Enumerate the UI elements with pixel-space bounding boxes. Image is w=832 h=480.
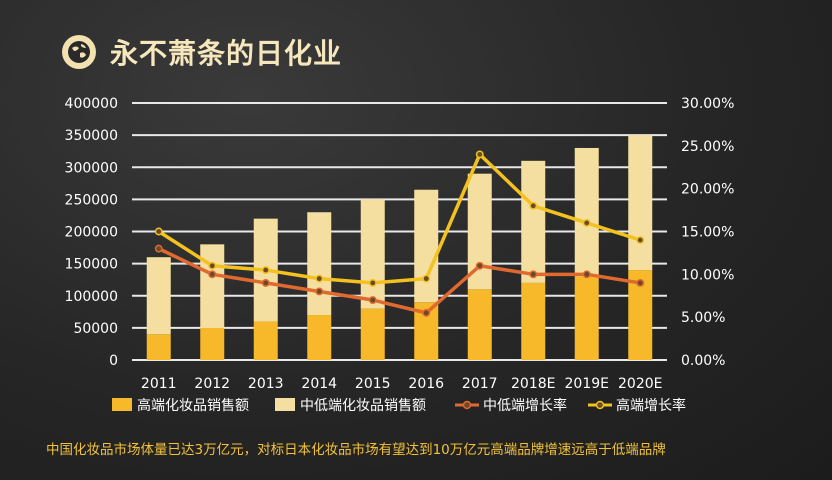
- y-left-tick-label: 200000: [65, 225, 118, 241]
- mid-low-growth-line: [157, 247, 641, 315]
- title-row: 永不萧条的日化业: [62, 28, 342, 76]
- y-right-tick-label: 5.00%: [681, 310, 725, 326]
- high-end-growth-point: [475, 150, 484, 159]
- bar-mid-low-sales: [414, 189, 439, 303]
- x-tick-label: 2014: [301, 376, 337, 392]
- x-tick-label: 2016: [408, 376, 444, 392]
- high-end-growth-point: [422, 274, 431, 283]
- high-end-growth-point: [315, 274, 324, 283]
- y-right-tick-label: 30.00%: [681, 96, 734, 112]
- x-tick-label: 2019E: [565, 376, 609, 392]
- legend-swatch-marker: [595, 400, 605, 410]
- mid-low-growth-point: [422, 308, 431, 317]
- high-end-growth-line: [157, 152, 641, 285]
- y-right-tick-label: 15.00%: [681, 225, 734, 241]
- mid-low-growth-point: [582, 270, 591, 279]
- bar-mid-low-sales: [146, 257, 171, 335]
- mid-low-growth-point: [636, 278, 645, 287]
- y-left-tick-label: 50000: [73, 321, 118, 337]
- legend-label: 高端化妆品销售额: [137, 397, 249, 414]
- page-title: 永不萧条的日化业: [110, 37, 343, 70]
- axis-layer: 400000 350000 300000 250000 200000 150000 1000…: [65, 96, 735, 392]
- lines-layer: [154, 150, 645, 317]
- mid-low-growth-point: [315, 287, 324, 296]
- y-left-tick-label: 150000: [65, 257, 118, 273]
- y-left-tick-label: 0: [109, 353, 118, 369]
- high-end-growth-point: [208, 261, 217, 270]
- bar-mid-low-sales: [521, 160, 546, 283]
- x-tick-label: 2017: [462, 376, 498, 392]
- legend: 高端化妆品销售额 中低端化妆品销售额 中低端增长率 高端增长率: [112, 397, 686, 414]
- bar-high-end-sales: [146, 334, 171, 360]
- bar-high-end-sales: [574, 276, 599, 360]
- mid-low-growth-point: [529, 270, 538, 279]
- caption: 中国化妆品市场体量已达3万亿元，对标日本化妆品市场有望达到10万亿元高端品牌增速…: [46, 442, 666, 458]
- mid-low-growth-point: [261, 278, 270, 287]
- x-tick-label: 2020E: [618, 376, 662, 392]
- bar-high-end-sales: [467, 289, 492, 360]
- x-tick-label: 2013: [248, 376, 284, 392]
- legend-label: 中低端增长率: [483, 397, 567, 414]
- bar-high-end-sales: [521, 282, 546, 360]
- y-left-tick-label: 300000: [65, 160, 118, 176]
- x-tick-label: 2015: [355, 376, 391, 392]
- y-right-tick-label: 0.00%: [681, 353, 725, 369]
- mid-low-growth-point: [475, 261, 484, 270]
- high-end-growth-point: [368, 278, 377, 287]
- bars-layer: [146, 135, 653, 360]
- y-right-tick-label: 10.00%: [681, 267, 734, 283]
- bar-mid-low-sales: [360, 199, 385, 309]
- y-right-tick-label: 25.00%: [681, 139, 734, 155]
- high-end-growth-point: [529, 201, 538, 210]
- bar-mid-low-sales: [200, 244, 225, 328]
- legend-label: 高端增长率: [616, 397, 686, 414]
- legend-swatch-marker: [462, 400, 472, 410]
- bar-mid-low-sales: [628, 135, 653, 271]
- bar-mid-low-sales: [307, 212, 332, 316]
- bar-mid-low-sales: [574, 147, 599, 277]
- x-tick-label: 2011: [141, 376, 177, 392]
- y-left-tick-label: 250000: [65, 192, 118, 208]
- high-end-growth-point: [261, 266, 270, 274]
- mid-low-growth-point: [154, 244, 163, 253]
- bar-high-end-sales: [360, 308, 385, 360]
- y-left-tick-label: 350000: [65, 128, 118, 144]
- bar-high-end-sales: [253, 321, 278, 360]
- y-right-tick-label: 20.00%: [681, 182, 734, 198]
- y-left-tick-label: 100000: [65, 289, 118, 305]
- bar-high-end-sales: [200, 327, 225, 360]
- legend-label: 中低端化妆品销售额: [300, 398, 426, 414]
- high-end-growth-point: [154, 227, 163, 236]
- bar-mid-low-sales: [467, 173, 492, 290]
- legend-swatch: [112, 398, 132, 411]
- x-tick-label: 2012: [194, 376, 230, 392]
- globe-icon: [62, 35, 96, 69]
- high-end-growth-point: [582, 218, 591, 227]
- mid-low-growth-point: [368, 296, 377, 304]
- bar-high-end-sales: [307, 315, 332, 360]
- mid-low-growth-point: [208, 270, 217, 279]
- legend-swatch: [275, 398, 295, 411]
- high-end-growth-point: [636, 236, 645, 245]
- x-tick-label: 2018E: [511, 376, 555, 392]
- y-left-tick-label: 400000: [65, 96, 118, 112]
